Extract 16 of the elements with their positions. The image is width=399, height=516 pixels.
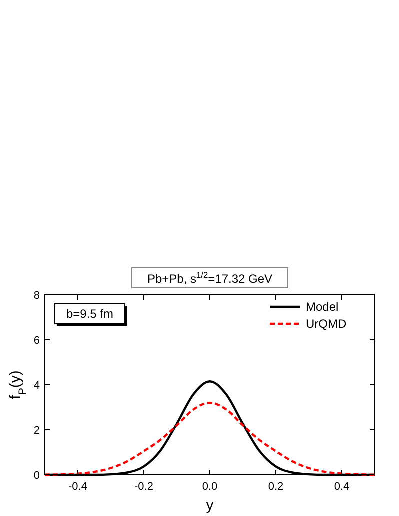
x-tick-label: 0.4 [334,481,350,493]
x-tick-label: 0.0 [202,481,218,493]
line-series [44,402,376,476]
annotation: b=9.5 fm [66,307,114,321]
x-tick-label: 0.2 [268,481,284,493]
y-tick-label: 8 [34,290,40,302]
y-tick-label: 2 [34,425,40,437]
y-tick-label: 0 [34,470,40,482]
chart-title: Pb+Pb, s$^{1/2}$=17.32 GeV [147,270,273,286]
x-tick-label: -0.4 [68,481,88,493]
y-tick-label: 6 [34,335,40,347]
y-tick-label: 4 [34,380,40,392]
legend-label: UrQMD [306,317,347,331]
x-axis-title: y [206,497,214,514]
x-tick-label: -0.2 [134,481,154,493]
legend-label: Model [306,300,339,314]
